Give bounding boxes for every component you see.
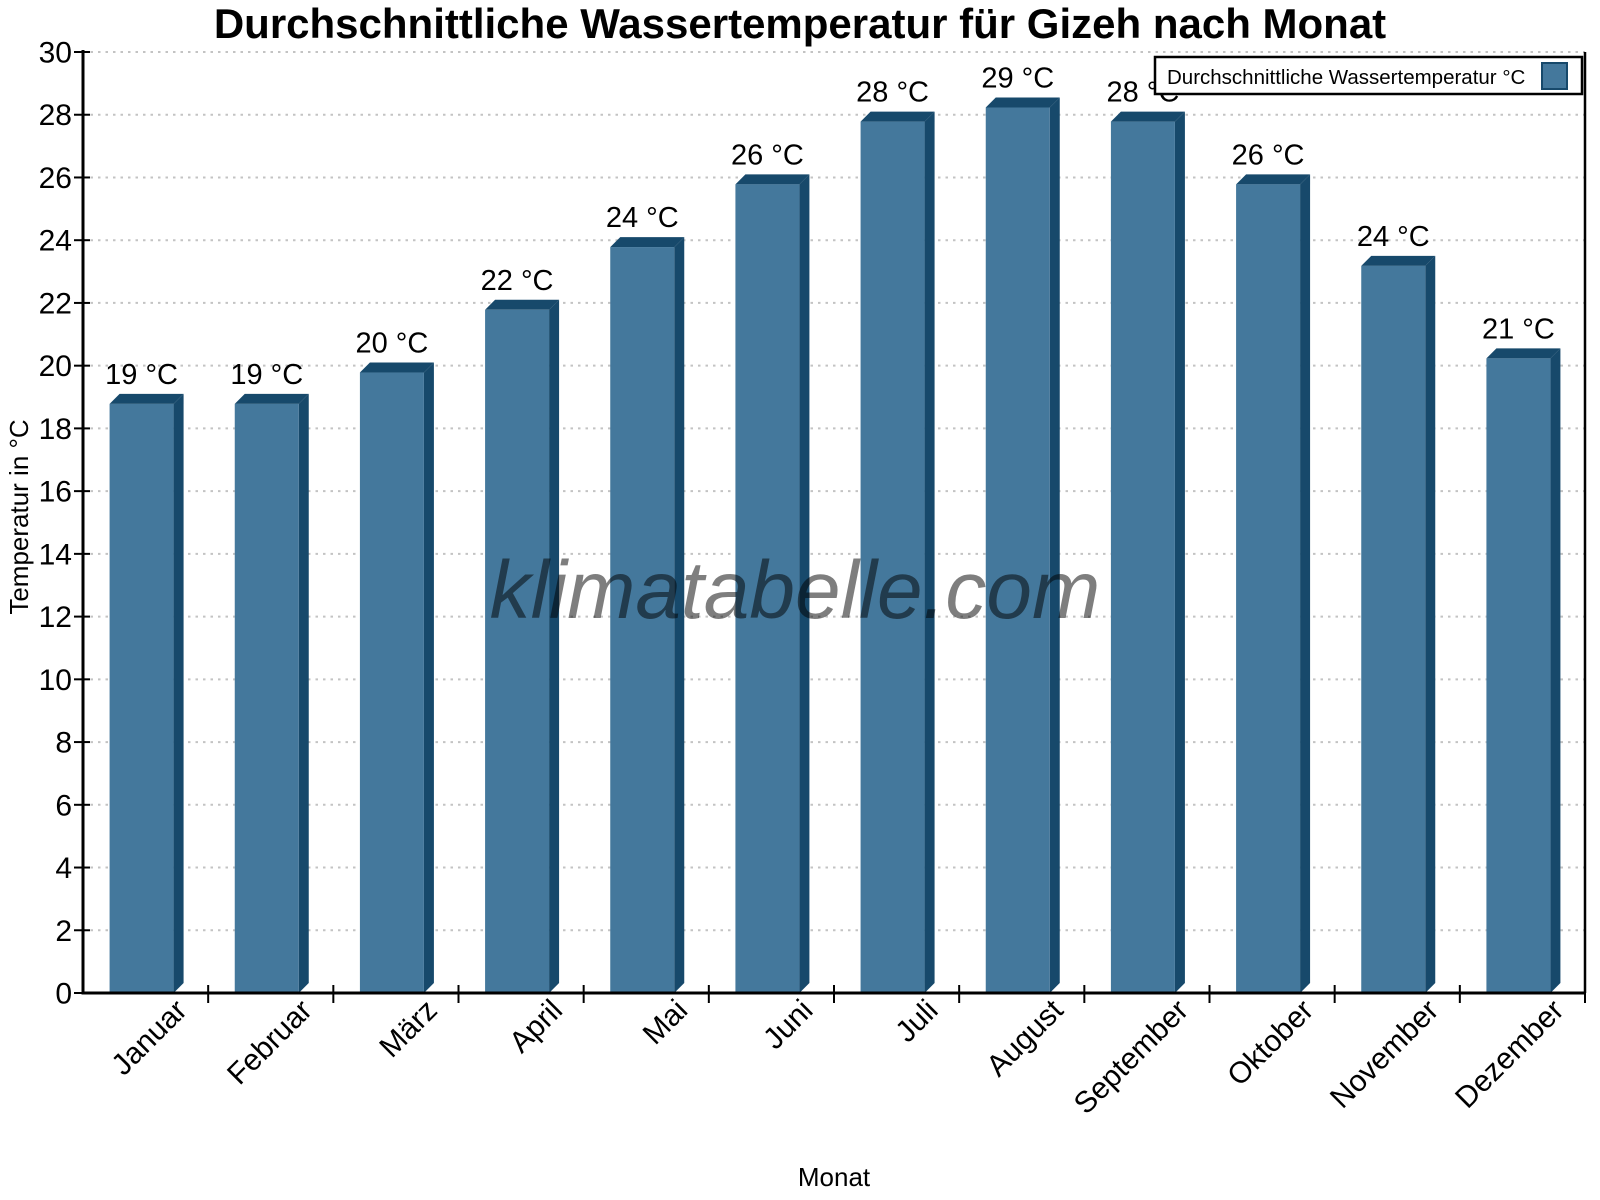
bar-value-label: 22 °C xyxy=(481,265,554,297)
bar xyxy=(485,309,550,994)
bar xyxy=(1486,358,1551,993)
y-tick-label: 10 xyxy=(39,664,72,697)
bar xyxy=(1361,265,1426,994)
bar-value-label: 26 °C xyxy=(1232,139,1305,171)
x-axis-title: Monat xyxy=(798,1162,871,1192)
bar-top-bevel xyxy=(860,111,935,122)
x-tick-label: September xyxy=(1068,994,1195,1121)
bars-layer: 19 °C 19 °C 20 °C 22 °C 24 °C 26 °C 28 °C 29 °C… xyxy=(105,62,1561,994)
bar-side-bevel xyxy=(1300,174,1311,993)
bar-value-label: 24 °C xyxy=(606,202,679,234)
bar-top-bevel xyxy=(1486,348,1561,359)
bar-side-bevel xyxy=(1049,97,1060,993)
bar-value-label: 28 °C xyxy=(856,77,929,109)
x-tick-label: Februar xyxy=(221,994,319,1092)
y-tick-label: 20 xyxy=(39,350,72,383)
bar-side-bevel xyxy=(1425,255,1436,994)
bar xyxy=(985,107,1050,993)
y-tick-label: 24 xyxy=(39,225,72,258)
bar-value-label: 20 °C xyxy=(355,328,428,360)
bar xyxy=(109,403,174,993)
y-tick-label: 22 xyxy=(39,287,72,320)
y-tick-label: 14 xyxy=(39,538,72,571)
x-tick-label: Juni xyxy=(757,994,819,1056)
bar-side-bevel xyxy=(298,393,309,993)
bar-top-bevel xyxy=(234,393,309,404)
bar-top-bevel xyxy=(359,362,434,373)
y-tick-label: 6 xyxy=(55,789,72,822)
x-tick-label: Mai xyxy=(637,994,695,1052)
bar xyxy=(359,372,424,993)
legend: Durchschnittliche Wassertemperatur °C xyxy=(1153,55,1584,96)
bar-value-label: 26 °C xyxy=(731,139,804,171)
y-tick-label: 18 xyxy=(39,413,72,446)
bar-top-bevel xyxy=(1236,174,1311,185)
x-tick-label: Juli xyxy=(889,994,944,1049)
legend-box xyxy=(1153,55,1584,96)
bar-top-bevel xyxy=(610,237,685,248)
y-tick-label: 12 xyxy=(39,601,72,634)
x-tick-label: Oktober xyxy=(1221,994,1320,1093)
x-tick-label: Dezember xyxy=(1449,994,1570,1115)
x-tick-label: November xyxy=(1324,994,1445,1115)
y-tick-label: 0 xyxy=(55,978,72,1011)
gridlines-layer xyxy=(83,51,1585,932)
bar xyxy=(1110,121,1175,993)
bar-top-bevel xyxy=(985,97,1060,108)
watermark: klimatabelle.com xyxy=(490,545,1101,636)
x-tick-label: April xyxy=(503,994,569,1060)
bar-top-bevel xyxy=(485,299,560,310)
bar xyxy=(234,403,299,993)
legend-label: Durchschnittliche Wassertemperatur °C xyxy=(1167,66,1526,89)
y-tick-label: 30 xyxy=(39,37,72,70)
y-tick-label: 4 xyxy=(55,852,72,885)
y-tick-label: 2 xyxy=(55,915,72,948)
y-tick-label: 28 xyxy=(39,99,72,132)
y-axis-title: Temperatur in °C xyxy=(4,419,34,614)
bar-side-bevel xyxy=(423,362,434,993)
bar-top-bevel xyxy=(735,174,810,185)
bar-side-bevel xyxy=(924,111,935,993)
bar-value-label: 19 °C xyxy=(105,359,178,391)
bar-value-label: 21 °C xyxy=(1482,313,1555,345)
bar xyxy=(860,121,925,993)
bar-side-bevel xyxy=(1550,348,1561,993)
bar-value-label: 19 °C xyxy=(230,359,303,391)
bar xyxy=(735,184,800,993)
x-tick-label: März xyxy=(373,994,443,1064)
bar-top-bevel xyxy=(109,393,184,404)
bar-value-label: 29 °C xyxy=(981,62,1054,94)
bar-top-bevel xyxy=(1361,255,1436,266)
bar-side-bevel xyxy=(674,237,685,993)
bar xyxy=(1236,184,1301,993)
chart-title: Durchschnittliche Wassertemperatur für G… xyxy=(214,0,1386,47)
bar xyxy=(610,247,675,993)
bar-side-bevel xyxy=(549,299,560,994)
y-tick-label: 16 xyxy=(39,476,72,509)
legend-swatch-icon xyxy=(1541,62,1568,90)
bar-side-bevel xyxy=(173,393,184,993)
x-tick-label: August xyxy=(980,993,1070,1083)
bar-top-bevel xyxy=(1110,111,1185,122)
x-tick-label: Januar xyxy=(105,994,193,1082)
bar-side-bevel xyxy=(1174,111,1185,993)
y-tick-label: 26 xyxy=(39,162,72,195)
bar-value-label: 24 °C xyxy=(1357,221,1430,253)
bar-side-bevel xyxy=(799,174,810,993)
y-tick-label: 8 xyxy=(55,727,72,760)
